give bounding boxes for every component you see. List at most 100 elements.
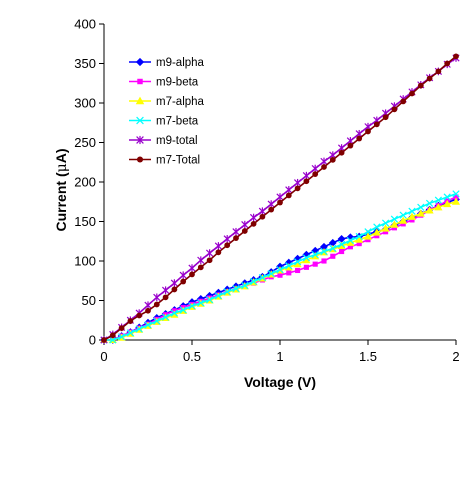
data-point-stroke bbox=[170, 309, 179, 317]
data-point-stroke bbox=[205, 296, 214, 304]
data-point bbox=[355, 232, 363, 241]
y-tick-label: 150 bbox=[74, 214, 96, 229]
data-point-stroke bbox=[381, 219, 390, 227]
data-point bbox=[249, 277, 258, 286]
data-point-stroke bbox=[188, 302, 196, 310]
data-point bbox=[249, 213, 258, 222]
data-point bbox=[399, 216, 408, 224]
data-point bbox=[409, 90, 415, 97]
data-point bbox=[312, 171, 319, 177]
data-point-stroke bbox=[136, 116, 144, 125]
legend-item: m9-beta bbox=[129, 77, 199, 89]
data-point-stroke bbox=[249, 277, 258, 286]
legend-item: m9-alpha bbox=[129, 57, 205, 69]
data-point bbox=[400, 98, 407, 105]
data-point bbox=[302, 254, 311, 262]
data-point bbox=[135, 96, 145, 105]
data-point bbox=[373, 223, 381, 231]
data-point bbox=[267, 200, 275, 208]
legend-label: m9-alpha bbox=[156, 57, 205, 69]
data-point bbox=[258, 207, 267, 216]
data-point bbox=[214, 292, 223, 300]
data-point bbox=[205, 296, 214, 304]
y-tick-label: 0 bbox=[89, 333, 96, 348]
data-point bbox=[434, 203, 443, 211]
data-point-stroke bbox=[355, 232, 363, 241]
data-point bbox=[135, 57, 145, 67]
data-point-stroke bbox=[214, 292, 223, 300]
data-point-stroke bbox=[126, 329, 135, 337]
data-point bbox=[285, 192, 292, 199]
data-point bbox=[117, 333, 126, 341]
data-point-stroke bbox=[267, 270, 275, 278]
data-point bbox=[453, 194, 459, 200]
data-point bbox=[137, 78, 143, 85]
data-point bbox=[136, 156, 144, 163]
data-point bbox=[311, 251, 319, 259]
data-point bbox=[215, 249, 222, 256]
data-point bbox=[214, 242, 223, 250]
data-point bbox=[144, 321, 152, 329]
data-point bbox=[425, 199, 434, 207]
data-point bbox=[347, 244, 353, 250]
data-point bbox=[162, 294, 169, 301]
data-point bbox=[135, 325, 143, 333]
data-point bbox=[293, 178, 302, 187]
data-point bbox=[109, 332, 116, 339]
legend-label: m9-total bbox=[156, 135, 198, 147]
data-point bbox=[171, 286, 178, 293]
data-point bbox=[161, 313, 170, 321]
data-point bbox=[223, 288, 231, 296]
data-point bbox=[179, 271, 187, 280]
data-point bbox=[197, 256, 205, 265]
data-point bbox=[443, 193, 451, 201]
data-point-stroke bbox=[144, 321, 152, 329]
data-point bbox=[170, 279, 179, 287]
y-axis-title-part-1: Current ( bbox=[53, 172, 69, 231]
data-point bbox=[417, 82, 424, 89]
data-point bbox=[312, 261, 318, 267]
y-tick-label: 400 bbox=[74, 17, 96, 32]
data-point bbox=[355, 235, 364, 243]
data-point bbox=[224, 242, 231, 249]
data-point bbox=[329, 244, 337, 252]
data-point-stroke bbox=[434, 196, 443, 204]
data-point bbox=[161, 286, 170, 295]
data-point-stroke bbox=[399, 211, 407, 219]
data-point bbox=[338, 149, 345, 156]
data-point bbox=[136, 312, 143, 319]
data-point bbox=[295, 267, 301, 274]
y-tick-label: 200 bbox=[74, 175, 96, 190]
data-point bbox=[118, 325, 125, 332]
data-point bbox=[188, 302, 196, 310]
data-point bbox=[365, 237, 371, 243]
data-point bbox=[259, 213, 266, 220]
data-point bbox=[285, 262, 293, 270]
data-point-stroke bbox=[258, 273, 267, 282]
data-point-stroke bbox=[276, 266, 284, 274]
data-point-stroke bbox=[452, 190, 460, 198]
x-tick-label: 0 bbox=[100, 349, 107, 364]
data-point bbox=[443, 199, 452, 208]
y-tick-label: 300 bbox=[74, 96, 96, 111]
series-m7-beta bbox=[100, 190, 460, 344]
data-point-stroke bbox=[293, 258, 302, 266]
x-tick-label: 1.5 bbox=[359, 349, 377, 364]
data-point bbox=[321, 258, 327, 264]
data-point bbox=[409, 217, 415, 223]
data-point-stroke bbox=[320, 247, 328, 256]
y-axis-title-mu: μ bbox=[54, 163, 70, 172]
data-point bbox=[302, 171, 311, 180]
data-point-stroke bbox=[390, 215, 399, 223]
data-point bbox=[101, 337, 107, 343]
data-point-stroke bbox=[241, 281, 249, 290]
data-point bbox=[320, 247, 328, 256]
legend-item: m9-total bbox=[129, 135, 198, 147]
data-point bbox=[363, 232, 373, 240]
axes: 0 50 100 150 200 250 300 350 400 0 0.5 1 1.5 2 bbox=[74, 17, 459, 365]
series-layer bbox=[99, 53, 461, 344]
data-point bbox=[144, 301, 152, 310]
legend: m9-alpha m9-beta m7-alpha m7-beta m9-total m7… bbox=[129, 57, 205, 167]
